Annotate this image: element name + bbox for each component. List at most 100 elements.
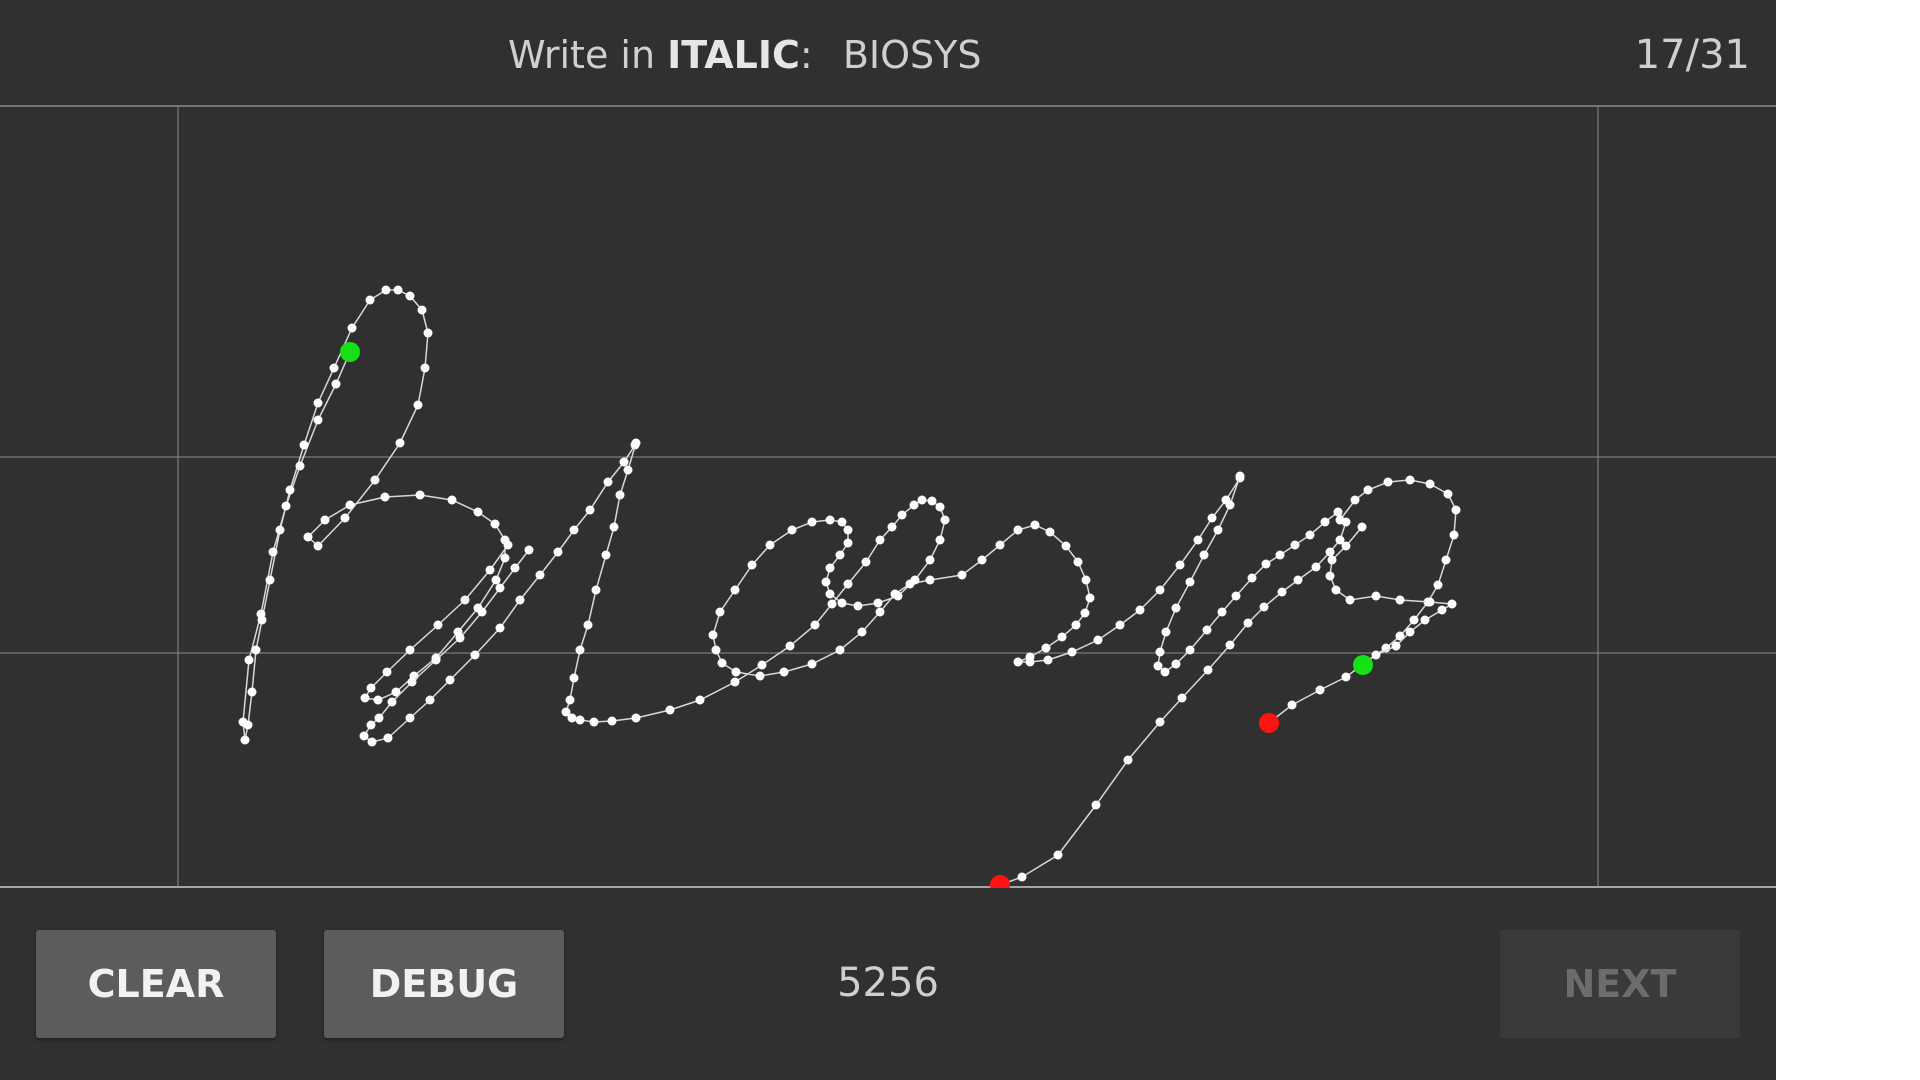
ink-sample-point <box>365 295 375 305</box>
ink-sample-point <box>303 532 313 542</box>
ink-sample-point <box>1405 475 1415 485</box>
ink-sample-point <box>1451 505 1461 515</box>
ink-sample-point <box>569 673 579 683</box>
ink-sample-point <box>607 716 617 726</box>
ink-sample-point <box>1261 559 1271 569</box>
ink-sample-point <box>1067 647 1077 657</box>
debug-button[interactable]: DEBUG <box>324 930 564 1038</box>
ink-sample-point <box>575 715 585 725</box>
target-word: BIOSYS <box>842 33 982 77</box>
guide-lines <box>0 105 1776 888</box>
ink-sample-point <box>1441 555 1451 565</box>
ink-sample-point <box>382 667 392 677</box>
ink-sample-point <box>381 285 391 295</box>
ink-sample-point <box>1287 700 1297 710</box>
ink-sample-point <box>615 490 625 500</box>
ink-sample-point <box>1443 489 1453 499</box>
ink-sample-point <box>495 583 505 593</box>
ink-sample-point <box>340 513 350 523</box>
ink-sample-point <box>329 363 339 373</box>
stroke-end-marker <box>990 875 1010 888</box>
ink-sample-point <box>425 695 435 705</box>
drawing-canvas[interactable] <box>0 105 1776 888</box>
ink-sample-point <box>383 733 393 743</box>
next-button[interactable]: NEXT <box>1500 930 1740 1038</box>
ink-sample-point <box>835 550 845 560</box>
ink-sample-point <box>1231 591 1241 601</box>
ink-sample-point <box>490 519 500 529</box>
ink-sample-point <box>897 510 907 520</box>
ink-sample-point <box>1217 607 1227 617</box>
writing-mode: ITALIC <box>667 33 800 77</box>
ink-sample-point <box>1405 627 1415 637</box>
ink-sample-point <box>405 645 415 655</box>
ink-sample-point <box>861 557 871 567</box>
ink-sample-point <box>1025 657 1035 667</box>
prompt-colon: : <box>799 33 813 77</box>
ink-sample-point <box>917 495 927 505</box>
ink-sample-point <box>1225 640 1235 650</box>
ink-sample-point <box>935 502 945 512</box>
ink-sample-point <box>1345 595 1355 605</box>
ink-sample-point <box>1350 495 1360 505</box>
ink-sample-point <box>603 477 613 487</box>
ink-sample-point <box>825 563 835 573</box>
ink-sample-point <box>491 575 501 585</box>
ink-sample-point <box>281 501 291 511</box>
ink-sample-point <box>857 627 867 637</box>
ink-sample-point <box>417 305 427 315</box>
ink-sample-point <box>837 517 847 527</box>
ink-sample-point <box>515 595 525 605</box>
ink-sample-point <box>240 735 250 745</box>
clear-button[interactable]: CLEAR <box>36 930 276 1038</box>
ink-sample-point <box>875 607 885 617</box>
ink-sample-point <box>1123 755 1133 765</box>
ink-sample-point <box>268 547 278 557</box>
ink-sample-point <box>1045 527 1055 537</box>
ink-sample-point <box>730 677 740 687</box>
ink-sample-point <box>957 570 967 580</box>
ink-sample-point <box>827 599 837 609</box>
ink-sample-point <box>1395 631 1405 641</box>
ink-sample-point <box>1425 479 1435 489</box>
ink-sample-point <box>1080 608 1090 618</box>
footer-bar: CLEAR DEBUG 5256 NEXT <box>0 888 1776 1080</box>
ink-sample-point <box>715 607 725 617</box>
ink-sample-point <box>243 720 253 730</box>
ink-sample-point <box>843 579 853 589</box>
stroke-start-marker <box>340 342 360 362</box>
ink-sample-point <box>359 731 369 741</box>
ink-sample-point <box>1331 585 1341 595</box>
ink-surface[interactable] <box>0 105 1776 888</box>
ink-sample-point <box>251 645 261 655</box>
ink-sample-point <box>1171 659 1181 669</box>
ink-sample-point <box>843 538 853 548</box>
ink-sample-point <box>810 620 820 630</box>
ink-sample-point <box>935 535 945 545</box>
ink-sample-point <box>1053 850 1063 860</box>
ink-sample-point <box>825 515 835 525</box>
ink-sample-point <box>977 555 987 565</box>
ink-stroke-path <box>1329 526 1455 665</box>
ink-sample-point <box>367 737 377 747</box>
ink-sample-point <box>1017 872 1027 882</box>
ink-sample-point <box>1030 520 1040 530</box>
ink-sample-point <box>711 645 721 655</box>
ink-sample-point <box>1153 661 1163 671</box>
ink-sample-point <box>787 525 797 535</box>
ink-sample-point <box>843 525 853 535</box>
ink-sample-point <box>447 495 457 505</box>
ink-sample-point <box>757 660 767 670</box>
ink-sample-point <box>591 585 601 595</box>
ink-sample-point <box>730 585 740 595</box>
ink-sample-point <box>1135 605 1145 615</box>
point-count: 5256 <box>837 960 939 1006</box>
header-bar: Write in ITALIC: BIOSYS 17/31 <box>0 0 1776 105</box>
ink-sample-point <box>631 438 641 448</box>
ink-sample-point <box>569 525 579 535</box>
ink-sample-point <box>1155 647 1165 657</box>
ink-sample-point <box>609 522 619 532</box>
ink-sample-point <box>485 565 495 575</box>
ink-sample-point <box>1041 643 1051 653</box>
ink-sample-point <box>1395 595 1405 605</box>
